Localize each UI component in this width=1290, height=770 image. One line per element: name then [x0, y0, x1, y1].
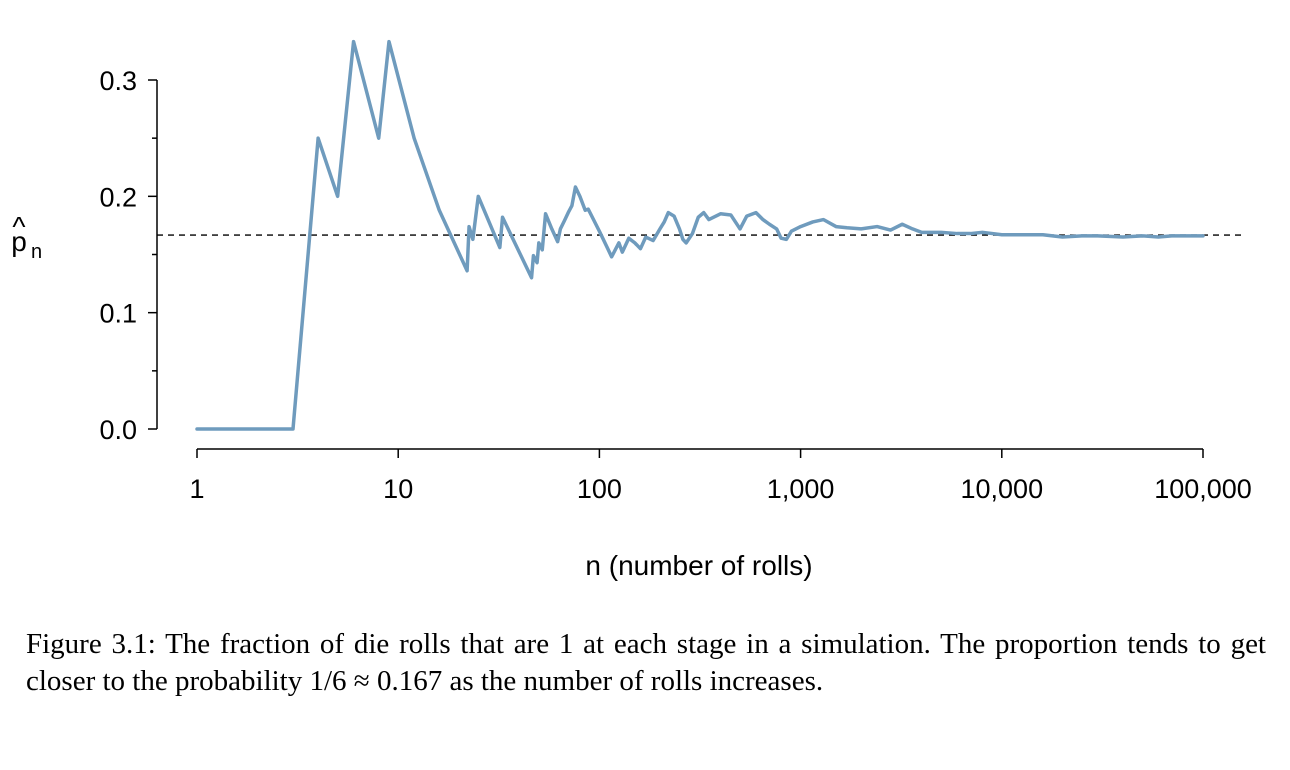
y-axis-label-subscript: n	[31, 241, 42, 263]
x-tick-label: 1	[189, 474, 204, 504]
y-tick-label: 0.3	[99, 66, 137, 96]
y-tick-label: 0.0	[99, 415, 137, 445]
x-tick-label: 100,000	[1154, 474, 1252, 504]
x-axis-label: n (number of rolls)	[585, 550, 812, 581]
x-tick-label: 100	[577, 474, 622, 504]
x-tick-label: 10,000	[961, 474, 1044, 504]
y-tick-label: 0.1	[99, 299, 137, 329]
x-tick-label: 10	[383, 474, 413, 504]
figure-caption: Figure 3.1: The fraction of die rolls th…	[26, 628, 1266, 697]
figure: 0.0 0.1 0.2 0.3 1 10 100 1,000 10,000 100,000 ^ …	[11, 39, 1252, 581]
x-tick-label: 1,000	[767, 474, 835, 504]
y-axis-label-hat: ^	[12, 211, 25, 242]
y-tick-label: 0.2	[99, 182, 137, 212]
line-chart: 0.0 0.1 0.2 0.3 1 10 100 1,000 10,000 100,000 ^ …	[11, 39, 1252, 581]
y-axis: 0.0 0.1 0.2 0.3	[99, 66, 158, 445]
series-layer	[195, 39, 1205, 431]
series-line	[195, 39, 1205, 431]
y-axis-label-base: p	[11, 226, 27, 257]
y-axis-label: ^ p n	[11, 211, 42, 263]
x-axis: 1 10 100 1,000 10,000 100,000	[189, 448, 1252, 504]
